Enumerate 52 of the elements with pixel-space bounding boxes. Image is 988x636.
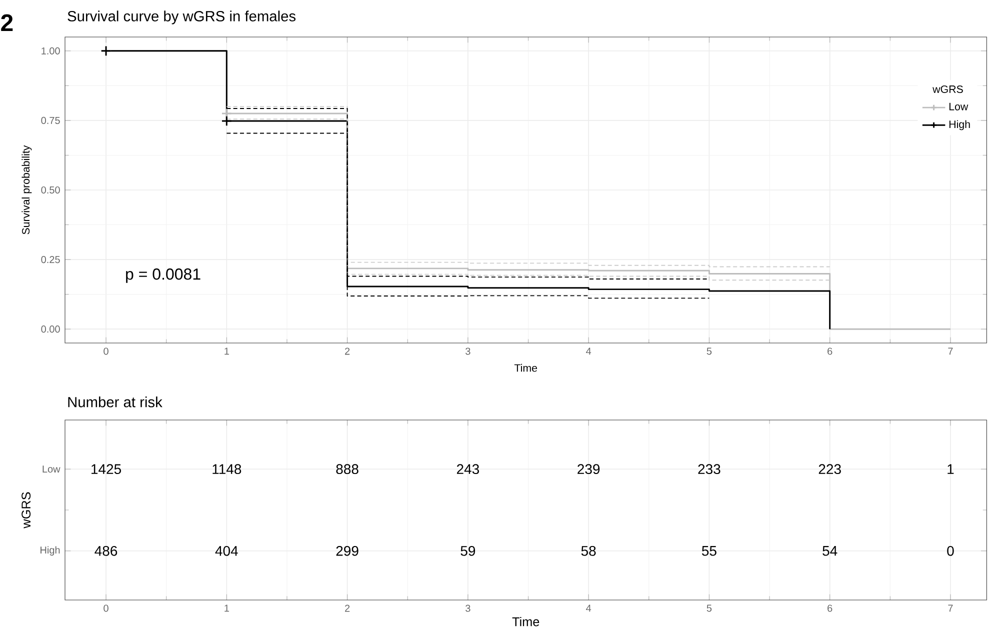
x-tick-label: 3 (466, 604, 470, 612)
legend-label: High (949, 120, 970, 130)
data-label: 1148 (212, 464, 242, 474)
data-label: 239 (578, 464, 600, 474)
point (221, 116, 232, 126)
y-axis-title: Survival probability (22, 145, 32, 234)
y-tick-label: High (40, 546, 60, 556)
x-tick-label: 6 (828, 604, 832, 612)
x-tick-label: 1 (224, 604, 229, 612)
x-tick-label: 2 (345, 604, 350, 612)
y-tick-label: 0.50 (41, 186, 60, 194)
y-tick-label: 0.25 (41, 256, 60, 264)
x-tick-label: 2 (345, 348, 350, 355)
x-tick-label: 6 (828, 348, 832, 355)
data-label: 233 (698, 464, 720, 474)
legend-title: wGRS (932, 85, 963, 93)
y-tick-label: 0.75 (41, 116, 60, 124)
data-label: 1 (948, 464, 954, 474)
x-tick-label: 3 (466, 348, 470, 355)
x-axis-title: Time (512, 616, 540, 626)
x-tick-label: 5 (706, 604, 712, 612)
text: 2 (1, 14, 13, 32)
data-label: 299 (336, 546, 358, 556)
x-tick-label: 1 (224, 348, 229, 355)
data-label: 58 (581, 546, 596, 556)
x-tick-label: 0 (104, 604, 108, 612)
x-tick-label: 4 (586, 348, 592, 355)
x-tick-label: 5 (706, 348, 712, 355)
data-label: 59 (460, 546, 476, 556)
data-label: 223 (818, 464, 841, 474)
y-axis-title: wGRS (22, 492, 31, 528)
data-label: 888 (336, 464, 358, 474)
data-label: 55 (702, 546, 716, 556)
x-tick-label: 7 (948, 604, 953, 612)
annotation: p = 0.0081 (126, 268, 200, 283)
data-label: 243 (456, 464, 479, 474)
legend-label: Low (949, 102, 968, 110)
data-label: 404 (215, 546, 238, 556)
y-tick-label: Low (42, 466, 60, 473)
x-tick-label: 7 (948, 348, 953, 355)
data-label: 486 (94, 546, 118, 556)
point (221, 108, 232, 119)
chart-title: Survival curve by wGRS in females (68, 10, 296, 24)
data-label: 1425 (92, 464, 121, 474)
y-tick-label: 1.00 (42, 47, 60, 54)
x-tick-label: 0 (104, 348, 108, 355)
x-axis-title: Time (514, 364, 538, 372)
data-label: 0 (947, 546, 954, 556)
data-label: 54 (822, 546, 838, 556)
chart-title: Number at risk (68, 396, 162, 408)
x-tick-label: 4 (586, 604, 592, 612)
y-tick-label: 0.00 (41, 326, 60, 333)
